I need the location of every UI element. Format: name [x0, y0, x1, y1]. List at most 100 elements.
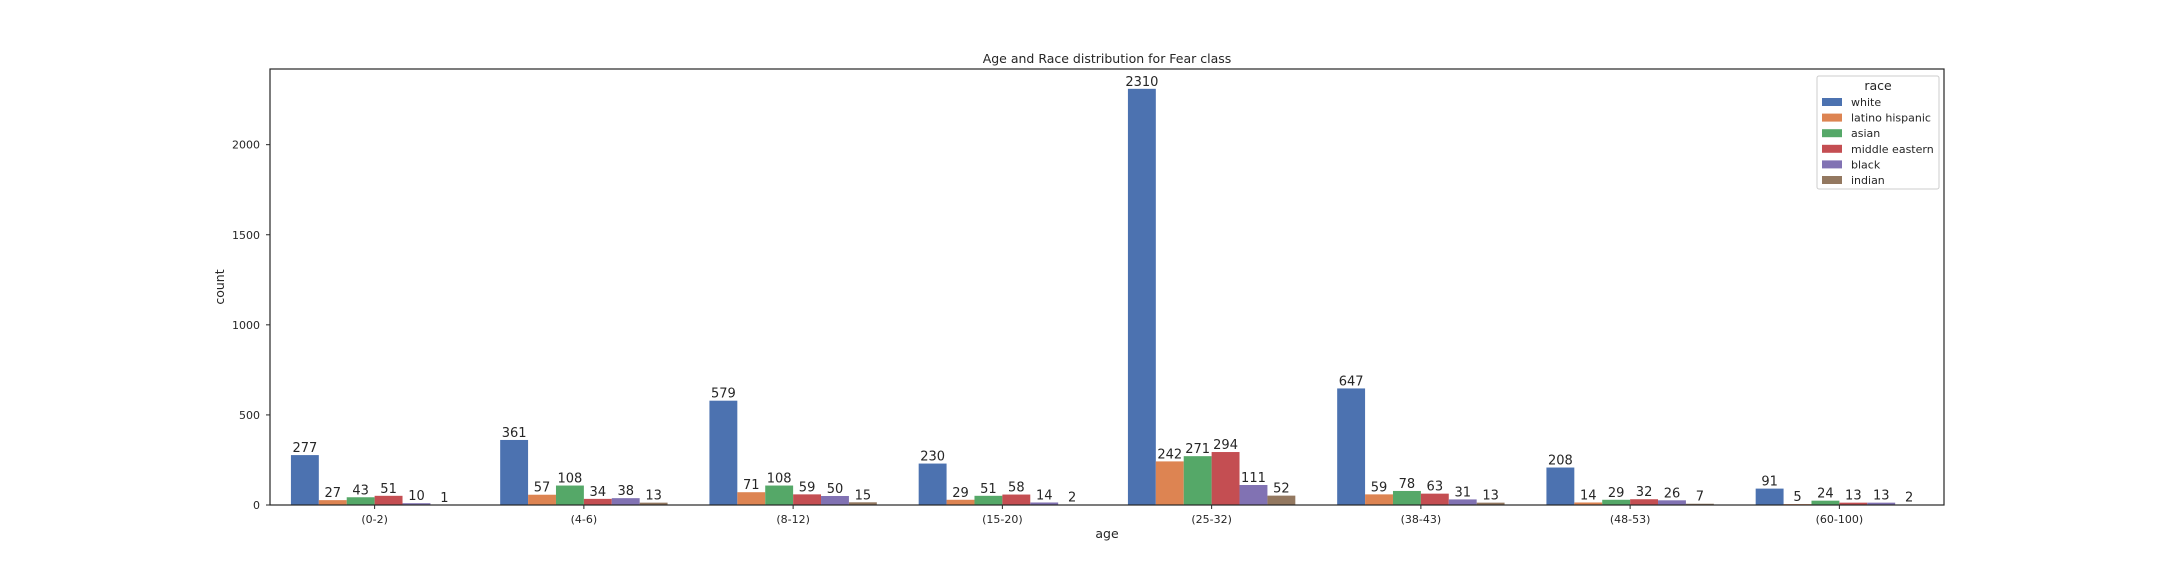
- bar-label: 63: [1427, 480, 1444, 495]
- legend-swatch: [1822, 160, 1842, 169]
- legend-entry: middle eastern: [1851, 143, 1934, 156]
- bar-label: 29: [1608, 486, 1625, 501]
- legend-entry: black: [1851, 158, 1881, 171]
- bar-label: 361: [502, 426, 527, 441]
- x-tick-label: (25-32): [1191, 513, 1232, 526]
- legend-swatch: [1822, 113, 1842, 122]
- bar-label: 13: [645, 489, 662, 504]
- bar-label: 78: [1399, 477, 1416, 492]
- legend-swatch: [1822, 176, 1842, 184]
- y-tick-label: 2000: [232, 139, 260, 152]
- bar-black-5: [1448, 499, 1477, 505]
- bar-label: 208: [1548, 454, 1573, 469]
- bar-middle-eastern-7: [1839, 502, 1868, 505]
- bar-asian-5: [1392, 490, 1421, 505]
- x-tick-label: (48-53): [1610, 513, 1651, 526]
- bar-label: 24: [1817, 487, 1834, 502]
- bar-black-4: [1239, 485, 1268, 505]
- bar-label: 15: [855, 488, 872, 503]
- bar-latino-hispanic-4: [1155, 461, 1184, 505]
- bar-label: 2310: [1125, 75, 1158, 90]
- bar-label: 57: [534, 481, 551, 496]
- bar-label: 58: [1008, 481, 1025, 496]
- bar-label: 10: [408, 489, 425, 504]
- bar-middle-eastern-2: [793, 494, 822, 505]
- bar-label: 14: [1036, 488, 1053, 503]
- bar-label: 14: [1580, 488, 1597, 503]
- bar-label: 111: [1241, 471, 1266, 486]
- bar-label: 91: [1761, 475, 1778, 490]
- bar-label: 1: [440, 491, 448, 506]
- bar-indian-4: [1267, 495, 1296, 505]
- bar-white-5: [1337, 388, 1366, 505]
- chart-title: Age and Race distribution for Fear class: [983, 51, 1232, 66]
- bar-indian-1: [639, 502, 668, 505]
- bar-asian-0: [346, 497, 375, 505]
- y-tick-label: 1500: [232, 229, 260, 242]
- bar-label: 271: [1185, 442, 1210, 457]
- bar-latino-hispanic-6: [1574, 502, 1603, 505]
- bar-black-1: [611, 498, 640, 505]
- bar-label: 59: [1371, 480, 1388, 495]
- bar-white-2: [709, 400, 738, 505]
- bar-label: 294: [1213, 438, 1238, 453]
- legend-entry: asian: [1851, 127, 1880, 140]
- legend-entry: indian: [1851, 174, 1885, 187]
- bar-label: 13: [1482, 489, 1499, 504]
- bar-middle-eastern-1: [583, 498, 612, 505]
- y-axis-label: count: [212, 269, 227, 304]
- bar-asian-4: [1183, 456, 1212, 505]
- bar-label: 26: [1664, 486, 1681, 501]
- legend-entry: latino hispanic: [1851, 112, 1931, 125]
- bar-label: 27: [325, 486, 342, 501]
- y-tick-label: 0: [253, 499, 260, 512]
- bar-asian-2: [765, 485, 794, 505]
- bar-label: 7: [1696, 490, 1704, 505]
- legend-swatch: [1822, 129, 1842, 138]
- bar-white-6: [1546, 467, 1575, 505]
- bar-label: 108: [767, 472, 792, 487]
- bar-label: 2: [1068, 491, 1076, 506]
- bar-latino-hispanic-2: [737, 492, 766, 505]
- x-axis-label: age: [1095, 526, 1119, 541]
- y-tick-label: 1000: [232, 319, 260, 332]
- legend-swatch: [1822, 98, 1842, 106]
- bar-label: 579: [711, 387, 736, 402]
- bar-black-7: [1867, 502, 1896, 505]
- x-tick-label: (60-100): [1816, 513, 1864, 526]
- legend: race white latino hispanic asian middle east…: [1816, 75, 1940, 190]
- bar-middle-eastern-5: [1420, 493, 1449, 505]
- bar-label: 52: [1273, 482, 1290, 497]
- bar-label: 277: [292, 441, 317, 456]
- bar-middle-eastern-0: [374, 495, 403, 505]
- bar-label: 29: [952, 486, 969, 501]
- legend-box: [1816, 75, 1940, 190]
- bar-white-1: [500, 439, 529, 505]
- bar-label: 50: [827, 482, 844, 497]
- bar-latino-hispanic-0: [318, 500, 347, 505]
- bar-black-3: [1030, 502, 1059, 505]
- bar-middle-eastern-3: [1002, 494, 1031, 505]
- bar-middle-eastern-6: [1630, 499, 1659, 505]
- legend-title: race: [1864, 78, 1892, 93]
- x-tick-label: (38-43): [1401, 513, 1442, 526]
- bar-indian-6: [1685, 503, 1714, 505]
- bar-label: 51: [380, 482, 397, 497]
- y-axis: 0 500 1000 1500 2000: [232, 139, 270, 512]
- x-tick-label: (8-12): [776, 513, 810, 526]
- bar-indian-2: [848, 502, 877, 505]
- bar-white-3: [918, 463, 947, 505]
- bar-latino-hispanic-3: [946, 499, 975, 505]
- bar-black-2: [821, 495, 849, 505]
- bar-asian-7: [1811, 500, 1840, 505]
- bar-label: 647: [1339, 374, 1364, 389]
- legend-swatch: [1822, 144, 1842, 153]
- bar-label: 31: [1454, 485, 1471, 500]
- bar-latino-hispanic-5: [1365, 494, 1393, 505]
- bar-label: 13: [1845, 489, 1862, 504]
- bar-label: 13: [1873, 489, 1890, 504]
- x-axis: (0-2) (4-6) (8-12) (15-20) (25-32) (38-43) (48…: [361, 505, 1863, 526]
- legend-entry: white: [1851, 96, 1881, 109]
